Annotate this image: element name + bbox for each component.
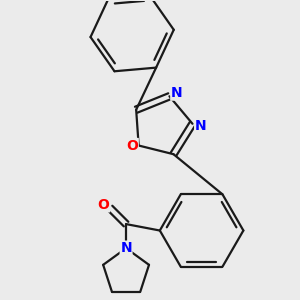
Text: O: O [98,198,109,212]
Text: N: N [171,86,182,100]
Text: N: N [120,241,132,255]
Text: N: N [195,119,206,133]
Text: O: O [126,139,138,152]
